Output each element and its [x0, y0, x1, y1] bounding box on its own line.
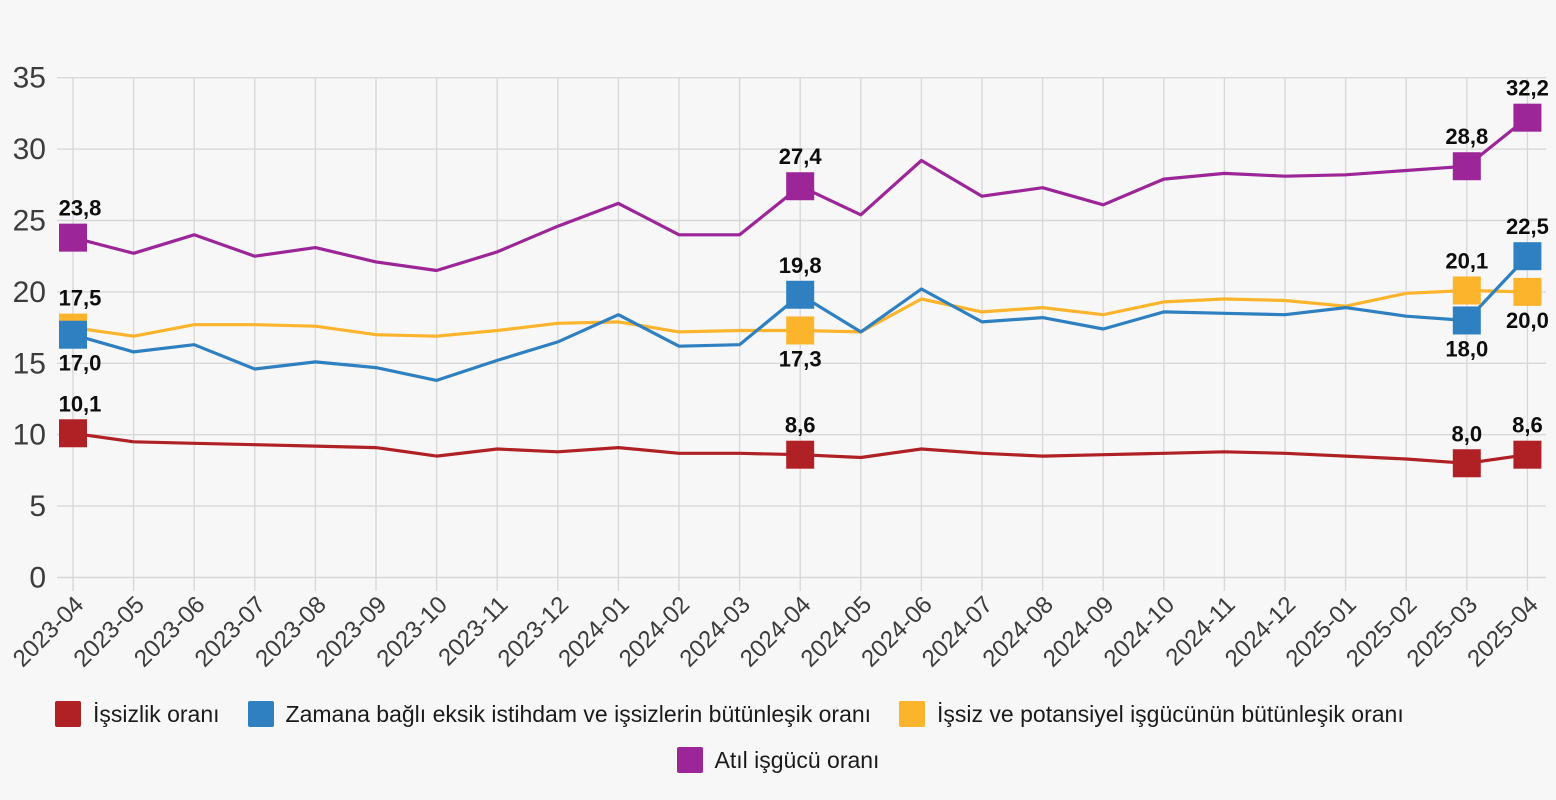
marker-issizlik-orani-2024-04[interactable]	[786, 440, 815, 469]
y-tick-label-25: 25	[13, 205, 46, 238]
data-label-issizlik-orani-2025-03: 8,0	[1452, 421, 1483, 446]
data-label-atil-isgucu-orani-2023-04: 23,8	[59, 196, 102, 221]
line-chart: 051015202530352023-042023-052023-062023-…	[8, 62, 1549, 673]
marker-zamana-bagli-eksik-istihdam-2025-03[interactable]	[1452, 306, 1481, 335]
marker-zamana-bagli-eksik-istihdam-2024-04[interactable]	[786, 280, 815, 309]
data-label-zamana-bagli-eksik-istihdam-2024-04: 19,8	[779, 253, 822, 278]
legend-swatch-issiz-ve-potansiyel-isgucu	[899, 701, 926, 727]
marker-issiz-ve-potansiyel-isgucu-2025-04[interactable]	[1513, 277, 1542, 306]
legend-swatch-issizlik-orani	[55, 701, 81, 727]
marker-issiz-ve-potansiyel-isgucu-2025-03[interactable]	[1452, 276, 1481, 305]
legend-swatch-atil-isgucu-orani	[676, 747, 703, 773]
y-tick-label-35: 35	[13, 62, 46, 95]
legend-swatch-zamana-bagli-eksik-istihdam	[247, 701, 274, 727]
legend-row-1: İşsizlik oranı Zamana bağlı eksik istihd…	[0, 694, 1556, 734]
y-tick-label-30: 30	[13, 133, 46, 166]
data-label-atil-isgucu-orani-2025-04: 32,2	[1506, 76, 1549, 101]
data-label-issizlik-orani-2023-04: 10,1	[59, 391, 102, 416]
marker-atil-isgucu-orani-2025-03[interactable]	[1452, 152, 1481, 181]
data-labels: 23,8 17,5 17,0 10,1 27,4 19,8 17,3 8,6 28,8 20,1 1…	[59, 76, 1549, 447]
series-markers-issizlik-orani[interactable]	[59, 419, 1542, 478]
marker-issizlik-orani-2025-03[interactable]	[1452, 449, 1481, 478]
data-label-issiz-ve-potansiyel-isgucu-2023-04: 17,5	[59, 286, 102, 311]
data-label-zamana-bagli-eksik-istihdam-2025-04: 22,5	[1506, 214, 1549, 239]
data-label-issiz-ve-potansiyel-isgucu-2025-04: 20,0	[1506, 308, 1549, 333]
axis-labels: 051015202530352023-042023-052023-062023-…	[8, 62, 1544, 673]
data-label-issiz-ve-potansiyel-isgucu-2024-04: 17,3	[779, 346, 822, 371]
data-label-zamana-bagli-eksik-istihdam-2023-04: 17,0	[59, 351, 102, 376]
legend-row-2: Atıl işgücü oranı	[0, 740, 1556, 780]
legend-label-issizlik-orani: İşsizlik oranı	[93, 700, 220, 727]
marker-issizlik-orani-2025-04[interactable]	[1513, 440, 1542, 469]
data-label-atil-isgucu-orani-2025-03: 28,8	[1445, 124, 1488, 149]
y-tick-label-15: 15	[13, 347, 46, 380]
legend-item-issizlik-orani[interactable]: İşsizlik oranı	[55, 701, 220, 728]
marker-zamana-bagli-eksik-istihdam-2023-04[interactable]	[59, 320, 87, 349]
legend-label-issiz-ve-potansiyel-isgucu: İşsiz ve potansiyel işgücünün bütünleşik…	[937, 700, 1404, 727]
marker-atil-isgucu-orani-2024-04[interactable]	[786, 172, 815, 201]
marker-zamana-bagli-eksik-istihdam-2025-04[interactable]	[1513, 242, 1542, 271]
data-label-issiz-ve-potansiyel-isgucu-2025-03: 20,1	[1445, 248, 1488, 273]
y-tick-label-10: 10	[13, 419, 46, 452]
legend-label-zamana-bagli-eksik-istihdam: Zamana bağlı eksik istihdam ve işsizleri…	[285, 700, 872, 727]
legend-item-atil-isgucu-orani[interactable]: Atıl işgücü oranı	[676, 746, 880, 774]
legend-item-issiz-ve-potansiyel-isgucu[interactable]: İşsiz ve potansiyel işgücünün bütünleşik…	[899, 701, 1404, 728]
legend-item-zamana-bagli-eksik-istihdam[interactable]: Zamana bağlı eksik istihdam ve işsizleri…	[247, 700, 872, 728]
y-tick-label-20: 20	[13, 276, 46, 309]
chart-legend: İşsizlik oranı Zamana bağlı eksik istihd…	[0, 694, 1556, 780]
marker-atil-isgucu-orani-2023-04[interactable]	[59, 223, 87, 252]
series-markers-zamana-bagli-eksik-istihdam[interactable]	[59, 242, 1542, 349]
marker-issizlik-orani-2023-04[interactable]	[59, 419, 87, 448]
legend-label-atil-isgucu-orani: Atıl işgücü oranı	[714, 746, 880, 773]
data-label-atil-isgucu-orani-2024-04: 27,4	[779, 144, 823, 169]
marker-issiz-ve-potansiyel-isgucu-2024-04[interactable]	[786, 316, 815, 345]
y-tick-label-0: 0	[29, 562, 46, 595]
data-label-zamana-bagli-eksik-istihdam-2025-03: 18,0	[1445, 336, 1488, 361]
series-markers-atil-isgucu-orani[interactable]	[59, 103, 1542, 252]
data-label-issizlik-orani-2024-04: 8,6	[785, 413, 816, 438]
marker-atil-isgucu-orani-2025-04[interactable]	[1513, 103, 1542, 132]
y-tick-label-5: 5	[29, 490, 46, 523]
data-label-issizlik-orani-2025-04: 8,6	[1512, 413, 1543, 438]
